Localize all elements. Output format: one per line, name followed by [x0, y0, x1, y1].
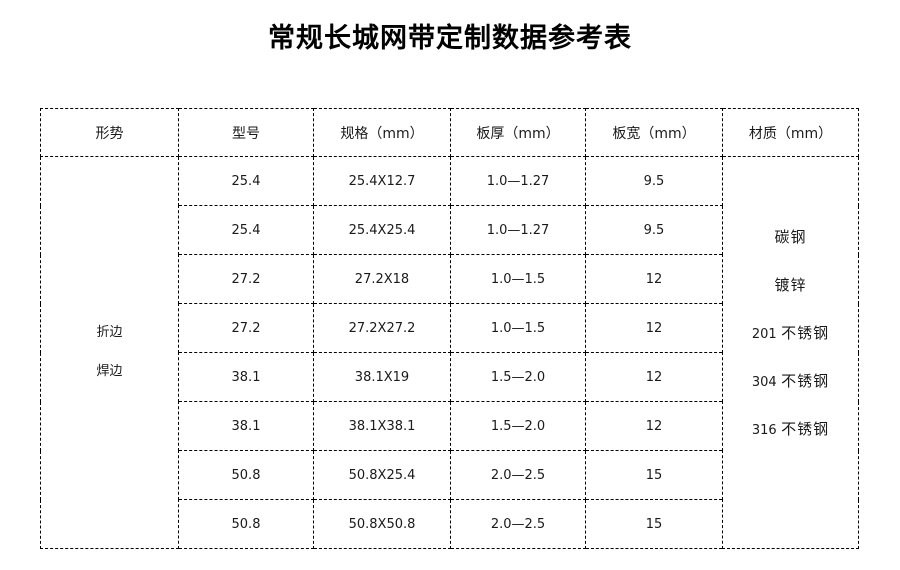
- material-grade: 304: [751, 375, 777, 390]
- spec-table: 形势 型号 规格（mm） 板厚（mm） 板宽（mm） 材质（mm） 折边 焊边 …: [40, 108, 859, 549]
- cell-model: 25.4: [178, 205, 314, 255]
- cell-spec: 27.2X18: [313, 254, 451, 304]
- cell-thickness: 1.0—1.5: [450, 254, 586, 304]
- cell-spec: 25.4X25.4: [313, 205, 451, 255]
- cell-width: 15: [585, 450, 723, 500]
- cell-thickness: 1.0—1.27: [450, 205, 586, 255]
- cell-thickness: 2.0—2.5: [450, 499, 586, 549]
- column-header-material: 材质（mm）: [722, 108, 859, 157]
- cell-width: 9.5: [585, 156, 723, 206]
- column-header-model: 型号: [178, 108, 314, 157]
- material-name: 不锈钢: [781, 324, 830, 342]
- material-name: 镀锌: [774, 276, 807, 294]
- material-name: 碳钢: [774, 228, 807, 246]
- cell-model: 50.8: [178, 499, 314, 549]
- table-row: 27.2 27.2X18 1.0—1.5 12: [41, 254, 859, 304]
- shape-merged-cell: 折边 焊边: [40, 156, 179, 549]
- cell-model: 38.1: [178, 352, 314, 402]
- cell-model: 25.4: [178, 156, 314, 206]
- cell-thickness: 1.0—1.5: [450, 303, 586, 353]
- cell-width: 15: [585, 499, 723, 549]
- shape-label-zhebian: 折边: [96, 325, 123, 341]
- table-header-row: 形势 型号 规格（mm） 板厚（mm） 板宽（mm） 材质（mm）: [40, 108, 859, 157]
- cell-spec: 38.1X38.1: [313, 401, 451, 451]
- table-row: 27.2 27.2X27.2 1.0—1.5 12: [41, 303, 859, 353]
- material-list: 碳钢 镀锌 201 不锈钢 304 不锈钢 316 不锈钢: [725, 157, 856, 548]
- material-grade: 316: [751, 423, 777, 438]
- shape-label-hanbian: 焊边: [96, 363, 123, 379]
- cell-spec: 50.8X50.8: [313, 499, 451, 549]
- table-row: 50.8 50.8X50.8 2.0—2.5 15: [41, 499, 859, 549]
- list-item: 碳钢: [725, 213, 856, 261]
- column-header-spec: 规格（mm）: [313, 108, 451, 157]
- cell-spec: 50.8X25.4: [313, 450, 451, 500]
- column-header-width: 板宽（mm）: [585, 108, 723, 157]
- cell-width: 9.5: [585, 205, 723, 255]
- page-title: 常规长城网带定制数据参考表: [268, 23, 632, 54]
- cell-spec: 38.1X19: [313, 352, 451, 402]
- list-item: 304 不锈钢: [725, 357, 856, 405]
- table-row: 25.4 25.4X25.4 1.0—1.27 9.5: [41, 205, 859, 255]
- material-name: 不锈钢: [781, 420, 830, 438]
- cell-width: 12: [585, 401, 723, 451]
- cell-spec: 27.2X27.2: [313, 303, 451, 353]
- cell-model: 38.1: [178, 401, 314, 451]
- cell-thickness: 2.0—2.5: [450, 450, 586, 500]
- cell-thickness: 1.5—2.0: [450, 401, 586, 451]
- list-item: 镀锌: [725, 261, 856, 309]
- cell-width: 12: [585, 303, 723, 353]
- spec-table-container: 形势 型号 规格（mm） 板厚（mm） 板宽（mm） 材质（mm） 折边 焊边 …: [40, 108, 859, 549]
- spec-table-body: 形势 型号 规格（mm） 板厚（mm） 板宽（mm） 材质（mm） 折边 焊边 …: [40, 108, 859, 549]
- list-item: 316 不锈钢: [725, 405, 856, 453]
- material-grade: 201: [751, 327, 777, 342]
- cell-thickness: 1.5—2.0: [450, 352, 586, 402]
- material-name: 不锈钢: [781, 372, 830, 390]
- cell-width: 12: [585, 352, 723, 402]
- table-row: 38.1 38.1X38.1 1.5—2.0 12: [41, 401, 859, 451]
- column-header-thickness: 板厚（mm）: [450, 108, 586, 157]
- table-row: 38.1 38.1X19 1.5—2.0 12: [41, 352, 859, 402]
- material-merged-cell: 碳钢 镀锌 201 不锈钢 304 不锈钢 316 不锈钢: [722, 156, 859, 549]
- cell-width: 12: [585, 254, 723, 304]
- table-row: 折边 焊边 25.4 25.4X12.7 1.0—1.27 9.5 碳钢 镀锌 …: [40, 156, 859, 549]
- list-item: 201 不锈钢: [725, 309, 856, 357]
- cell-model: 27.2: [178, 254, 314, 304]
- cell-thickness: 1.0—1.27: [450, 156, 586, 206]
- column-header-shape: 形势: [40, 108, 179, 157]
- cell-spec: 25.4X12.7: [313, 156, 451, 206]
- cell-model: 27.2: [178, 303, 314, 353]
- cell-model: 50.8: [178, 450, 314, 500]
- table-row: 50.8 50.8X25.4 2.0—2.5 15: [41, 450, 859, 500]
